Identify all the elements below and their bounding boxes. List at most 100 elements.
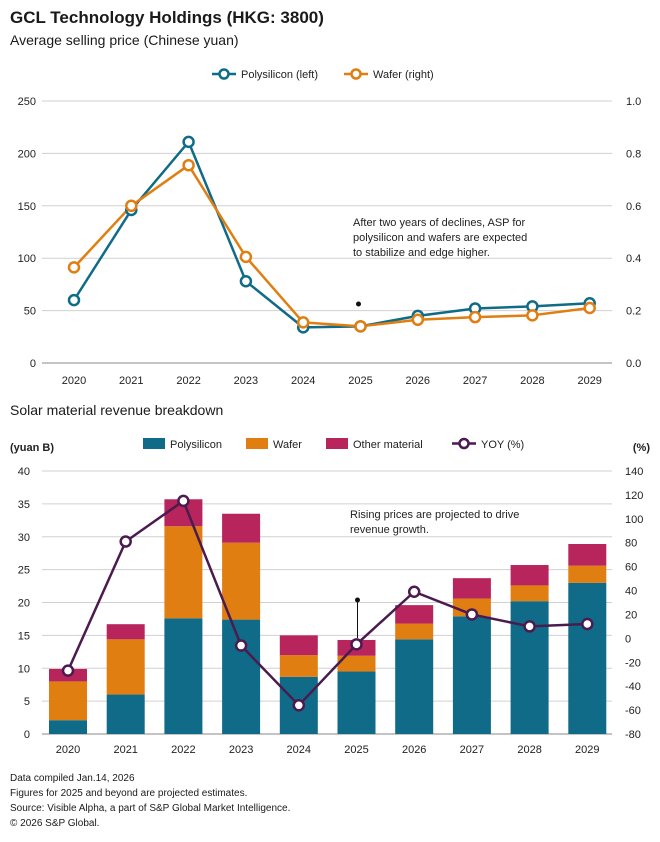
chart1-x-tick: 2023: [234, 375, 258, 387]
chart1-right-tick: 0.0: [626, 358, 641, 370]
chart2-legend-swatch: [143, 438, 165, 449]
chart2-x-tick: 2025: [344, 744, 368, 756]
chart2-right-tick: 120: [625, 490, 643, 502]
chart1-polysilicon-point: [239, 275, 253, 288]
chart2-title: Solar material revenue breakdown: [10, 402, 224, 418]
chart2-yoy-point: [234, 639, 248, 652]
chart2-yoy-point: [292, 699, 306, 712]
chart2-x-tick: 2027: [460, 744, 484, 756]
chart1-left-tick: 50: [24, 306, 36, 318]
chart1-x-tick: 2025: [348, 375, 372, 387]
footer-source: Source: Visible Alpha, a part of S&P Glo…: [10, 803, 291, 814]
footer-projection-note: Figures for 2025 and beyond are projecte…: [10, 788, 248, 799]
chart2-bar-other-material: [452, 578, 491, 599]
chart2-right-tick: 20: [625, 609, 637, 621]
chart1-right-tick: 0.6: [626, 201, 641, 213]
chart2-left-tick: 35: [18, 499, 30, 511]
chart2-bar-other-material: [568, 543, 607, 566]
chart1-wafer-point: [67, 261, 81, 274]
chart2-bar-polysilicon: [568, 582, 607, 734]
chart2-yoy-point: [61, 664, 75, 677]
chart2-left-tick: 5: [24, 696, 30, 708]
chart2-right-tick: 0: [625, 633, 631, 645]
chart2-x-tick: 2028: [517, 744, 541, 756]
chart2-yoy-point: [465, 608, 479, 621]
chart2-x-tick: 2026: [402, 744, 426, 756]
chart1-annotation-dot: [356, 301, 361, 307]
chart2-bar-other-material: [395, 605, 434, 624]
chart2-right-tick: 80: [625, 538, 637, 550]
chart2-left-tick: 30: [18, 532, 30, 544]
chart1-x-tick: 2021: [119, 375, 143, 387]
chart2-right-tick: 60: [625, 562, 637, 574]
chart1-wafer-point: [583, 301, 596, 315]
chart2-legend-swatch: [326, 438, 348, 449]
chart1-left-tick: 200: [18, 148, 36, 160]
chart2-x-tick: 2029: [575, 744, 599, 756]
chart2-right-tick: -60: [625, 705, 641, 717]
chart2-left-tick: 40: [18, 466, 30, 478]
chart2-x-tick: 2021: [113, 744, 137, 756]
chart2-legend-label: YOY (%): [481, 439, 524, 451]
chart2-bar-polysilicon: [164, 618, 203, 734]
chart2-right-tick: 40: [625, 586, 637, 598]
chart2-x-tick: 2020: [56, 744, 80, 756]
chart2-left-tick: 25: [18, 565, 30, 577]
chart2-left-tick: 15: [18, 630, 30, 642]
chart2-x-tick: 2024: [287, 744, 311, 756]
footer-copyright: © 2026 S&P Global.: [10, 818, 100, 829]
chart1-legend-label: Wafer (right): [373, 69, 434, 81]
chart2-bar-polysilicon: [49, 720, 87, 734]
chart1-legend-marker: [350, 68, 362, 80]
chart2-bar-other-material: [279, 635, 318, 656]
chart2-legend-label: Other material: [353, 439, 423, 451]
chart2-bar-polysilicon: [337, 671, 376, 734]
chart2-bar-wafer: [106, 639, 145, 695]
chart2-bar-polysilicon: [106, 694, 145, 734]
chart2-legend-yoy-marker: [458, 437, 470, 450]
chart1-wafer-point: [468, 310, 482, 324]
chart1-right-tick: 1.0: [626, 96, 641, 108]
chart2-right-tick: 140: [625, 466, 643, 478]
chart2-yoy-line: [66, 499, 588, 707]
chart1-wafer-point: [182, 158, 195, 172]
chart1-wafer-point: [354, 320, 367, 333]
chart1-left-tick: 0: [30, 358, 36, 370]
chart2-annotation-text: revenue growth.: [350, 524, 429, 536]
chart1-legend-marker: [218, 68, 230, 80]
chart1-wafer-point: [411, 313, 425, 327]
chart2-bar-polysilicon: [395, 639, 434, 734]
chart2-x-tick: 2022: [171, 744, 195, 756]
chart1-x-tick: 2027: [463, 375, 487, 387]
chart1-right-tick: 0.4: [626, 253, 641, 265]
chart1-wafer-line: [73, 163, 590, 328]
chart2-left-tick: 10: [18, 663, 30, 675]
chart2-left-tick: 20: [18, 598, 30, 610]
chart2-bar-wafer: [164, 526, 203, 619]
chart1-left-tick: 250: [18, 96, 36, 108]
chart2-right-tick: 100: [625, 514, 643, 526]
chart2-legend-label: Wafer: [273, 439, 302, 451]
chart2-yoy-point: [581, 617, 594, 631]
chart2-right-tick: -40: [625, 681, 641, 693]
chart1-left-tick: 150: [18, 201, 36, 213]
chart2-bar-polysilicon: [222, 619, 261, 734]
chart2-right-tick: -80: [625, 729, 641, 741]
chart1-x-tick: 2028: [520, 375, 544, 387]
footer-notes: Data compiled Jan.14, 2026 Figures for 2…: [10, 771, 290, 831]
chart2-bar-wafer: [49, 681, 87, 721]
chart1-wafer-point: [296, 316, 310, 329]
chart1-annotation-text: After two years of declines, ASP for: [353, 217, 526, 229]
chart2-annotation-text: Rising prices are projected to drive: [350, 509, 519, 521]
chart1-polysilicon-point: [67, 293, 81, 307]
chart1-x-tick: 2026: [406, 375, 430, 387]
chart2-bar-other-material: [510, 565, 549, 586]
chart1-x-tick: 2024: [291, 375, 315, 387]
chart1-polysilicon-point: [182, 135, 195, 149]
chart2-yoy-point: [407, 585, 421, 598]
chart2-bar-wafer: [395, 623, 434, 640]
chart1-annotation-text: polysilicon and wafers are expected: [353, 232, 527, 244]
chart2-bar-wafer: [279, 655, 318, 677]
chart2-bar-other-material: [222, 513, 261, 543]
chart1-x-tick: 2029: [577, 375, 601, 387]
